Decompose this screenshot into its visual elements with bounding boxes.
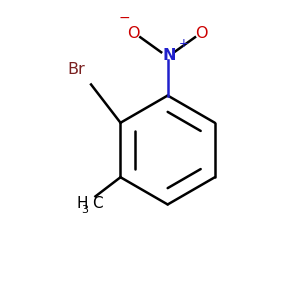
- Text: 3: 3: [81, 205, 88, 214]
- Text: C: C: [92, 196, 103, 211]
- Text: O: O: [128, 26, 140, 41]
- Text: Br: Br: [68, 62, 85, 77]
- Text: −: −: [118, 11, 130, 25]
- Text: N: N: [162, 48, 176, 63]
- Text: +: +: [179, 37, 189, 50]
- Text: O: O: [195, 26, 208, 41]
- Text: H: H: [76, 196, 88, 211]
